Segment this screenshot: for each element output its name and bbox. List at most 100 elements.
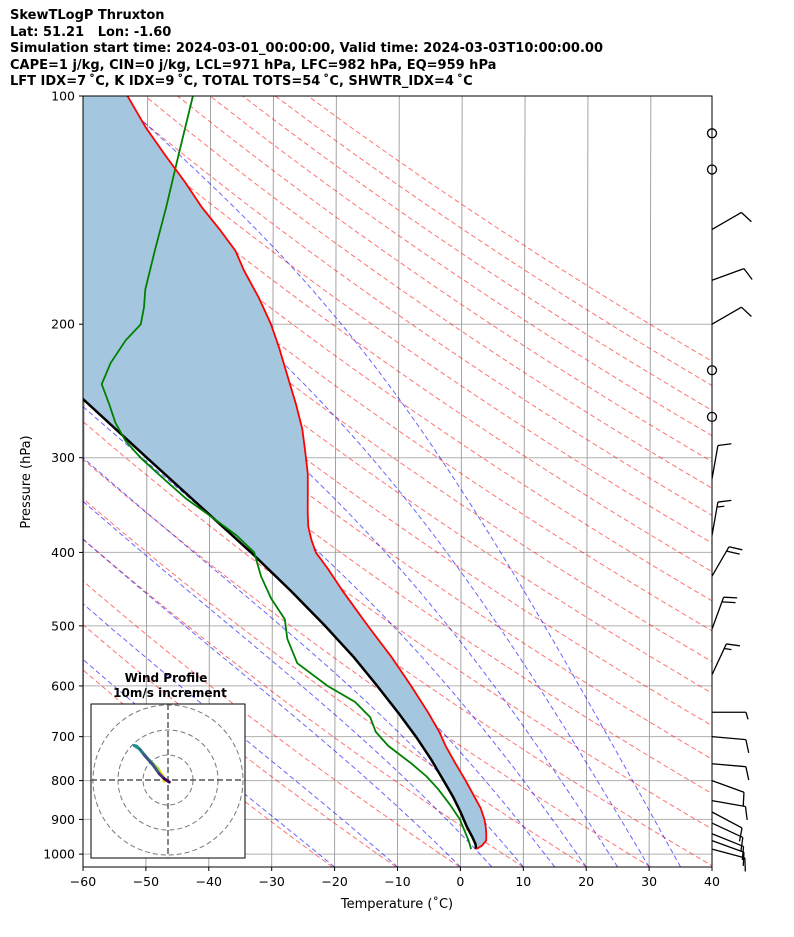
barb-flag (745, 766, 750, 781)
y-tick-label: 100 (51, 89, 75, 104)
y-axis: 1000 900 800 700 600 500 400 300 200 100 (43, 89, 83, 862)
wind-barb (711, 596, 738, 630)
y-tick-label: 500 (51, 618, 75, 633)
dry-adiabat (242, 96, 712, 411)
barb-staff (711, 833, 744, 848)
barb-flag (728, 546, 743, 551)
barb-flag (717, 443, 732, 447)
barb-half-flag (745, 712, 749, 720)
barb-flag (740, 837, 744, 851)
wind-barb (711, 499, 732, 536)
chart-grid (83, 96, 712, 867)
x-tick-label: −50 (133, 874, 159, 889)
wind-barb (711, 643, 740, 676)
barb-flag (717, 499, 732, 503)
y-tick-label: 400 (51, 545, 75, 560)
barb-flag (741, 846, 745, 861)
wind-barb (712, 711, 749, 720)
dry-adiabat (83, 126, 712, 573)
barb-flag (743, 268, 753, 280)
x-tick-label: 10 (515, 874, 531, 889)
wind-barb (711, 811, 743, 842)
y-tick-label: 300 (51, 450, 75, 465)
dry-adiabat (83, 384, 712, 830)
dry-adiabat (112, 96, 712, 516)
moist-adiabat (83, 180, 650, 867)
y-tick-label: 200 (51, 317, 75, 332)
isotherm (459, 96, 463, 867)
wind-barb (711, 780, 745, 806)
dry-adiabat (83, 420, 712, 867)
dry-adiabat (83, 155, 712, 602)
moist-adiabat (83, 500, 493, 867)
wind-barb (711, 211, 752, 231)
barb-staff (711, 848, 746, 859)
moist-adiabat (114, 96, 681, 867)
barb-flag (738, 827, 743, 842)
barb-staff (711, 306, 742, 325)
isotherm (397, 96, 400, 867)
indices-line-2: LFT IDX=7 ˚C, K IDX=9 ˚C, TOTAL TOTS=54 … (10, 74, 473, 89)
wind-barb (711, 833, 745, 861)
wind-profile-inset: Wind Profile 10m/s increment (90, 671, 246, 859)
barb-staff (711, 268, 745, 281)
x-tick-label: 20 (578, 874, 594, 889)
barb-staff (711, 445, 719, 480)
barb-staff (711, 780, 745, 793)
wind-barb (711, 848, 746, 872)
indices-line-1: CAPE=1 j/kg, CIN=0 j/kg, LCL=971 hPa, LF… (10, 57, 497, 73)
moist-adiabat (83, 538, 461, 867)
barb-staff (711, 736, 746, 741)
barb-staff (711, 811, 743, 829)
y-axis-label: Pressure (hPa) (19, 435, 34, 528)
dry-adiabat (83, 185, 712, 632)
wind-barb (711, 840, 745, 866)
wind-barb (711, 736, 750, 754)
isotherm (585, 96, 589, 867)
barb-flag (744, 806, 748, 821)
barb-staff (711, 643, 727, 676)
barb-flag (742, 852, 745, 866)
dry-adiabat (83, 624, 397, 867)
inset-subtitle: 10m/s increment (113, 686, 227, 700)
hodo-segment (162, 777, 171, 784)
dry-adiabat (83, 497, 588, 867)
dry-adiabat (144, 96, 712, 489)
parcel-line (83, 397, 478, 850)
hodo-segment (151, 763, 161, 776)
barb-flag (745, 739, 750, 754)
y-tick-label: 900 (51, 812, 75, 827)
wind-barb (711, 443, 732, 480)
barb-flag (741, 212, 752, 223)
wind-barbs (706, 128, 753, 872)
dewpoint-line (100, 96, 472, 850)
chart-header: SkewTLogP Thruxton Lat: 51.21 Lon: -1.60… (10, 8, 603, 91)
barb-staff (711, 763, 746, 768)
dry-adiabat (209, 96, 712, 437)
x-axis-label: Temperature (˚C) (340, 896, 453, 912)
chart-series (83, 96, 488, 850)
x-tick-label: −40 (196, 874, 222, 889)
isotherm (648, 96, 652, 867)
barb-staff (711, 840, 745, 853)
x-tick-label: −60 (70, 874, 96, 889)
dry-adiabat (275, 96, 712, 387)
dry-adiabat (83, 538, 524, 867)
y-tick-label: 800 (51, 773, 75, 788)
time-line: Simulation start time: 2024-03-01_00:00:… (10, 41, 603, 56)
moist-adiabat (83, 457, 524, 867)
wind-barb (711, 763, 750, 781)
x-axis: −60 −50 −40 −30 −20 −10 0 10 20 30 40 (70, 867, 720, 889)
chart-title: SkewTLogP Thruxton (10, 8, 165, 23)
y-tick-label: 700 (51, 729, 75, 744)
wind-barb (711, 546, 743, 577)
barb-staff (711, 799, 746, 808)
barb-staff (711, 596, 725, 630)
barb-flag (726, 550, 740, 555)
barb-staff (711, 546, 730, 577)
dry-adiabat (83, 458, 651, 867)
barb-flag (741, 306, 752, 317)
dry-adiabat (83, 348, 712, 795)
cape-fill (83, 96, 487, 850)
x-tick-label: −20 (321, 874, 347, 889)
